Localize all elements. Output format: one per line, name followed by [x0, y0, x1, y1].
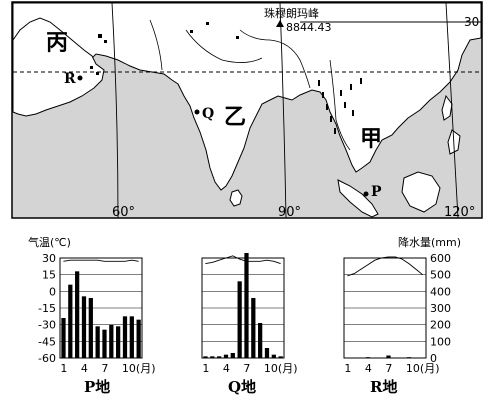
point-q-marker: [194, 109, 200, 115]
peak-name-label: 珠穆朗玛峰: [264, 6, 319, 20]
latitude-30-label: 30: [464, 15, 479, 29]
temp-tick-label: 15: [42, 269, 56, 282]
precip-tick-label: 100: [430, 335, 451, 348]
precip-tick-labels: 600 500 400 300 200 100 0: [430, 252, 451, 365]
region-label-yi: 乙: [224, 104, 246, 130]
x-tick-label: 10(月): [406, 362, 440, 375]
longitude-60-line: [111, 2, 119, 219]
precip-bar: [271, 354, 276, 358]
precip-bar: [278, 356, 283, 358]
precip-bar: [129, 316, 134, 358]
longitude-90-line: [279, 2, 287, 219]
precip-bar: [230, 353, 235, 358]
point-q-label: Q: [202, 106, 214, 122]
precip-bar: [95, 326, 100, 358]
temp-axis-title: 气温(℃): [28, 235, 71, 249]
point-p-marker: [363, 191, 369, 197]
precip-axis-title: 降水量(mm): [398, 235, 461, 249]
precip-bar: [365, 357, 371, 358]
precip-bar: [88, 298, 93, 358]
precip-tick-label: 600: [430, 252, 451, 265]
x-tick-label: 7: [385, 362, 392, 375]
temp-tick-label: 30: [42, 252, 56, 265]
river-indus: [149, 19, 163, 71]
precip-tick-label: 0: [430, 352, 437, 365]
precip-bar: [109, 324, 114, 358]
x-tick-label: 1: [60, 362, 67, 375]
x-tick-label: 10(月): [122, 362, 156, 375]
chart-q-title: Q地: [228, 378, 256, 396]
sumatra-island: [337, 179, 379, 218]
x-tick-label: 10(月): [264, 362, 298, 375]
x-tick-label: 7: [243, 362, 250, 375]
x-tick-label: 1: [344, 362, 351, 375]
temp-tick-labels: 30 15 0 -15 -30 -45 -60: [38, 252, 56, 365]
temp-tick-label: -30: [38, 319, 56, 332]
precip-bar: [244, 253, 249, 358]
longitude-120-label: 120°: [444, 205, 475, 220]
precip-bar: [264, 348, 270, 358]
x-tick-label: 4: [81, 362, 88, 375]
chart-r-temperature-line: [347, 256, 423, 277]
south-asia-map: 珠穆朗玛峰 8844.43 丙 乙 甲 R Q P 60° 90° 120° 3…: [11, 1, 483, 220]
point-r-marker: [77, 75, 83, 81]
everest-peak-icon: [276, 20, 284, 27]
longitude-90-label: 90°: [278, 205, 301, 220]
river-ganges: [185, 29, 263, 63]
precip-bar: [203, 356, 208, 358]
chart-p-temperature-line: [63, 259, 139, 262]
region-label-bing: 丙: [46, 30, 68, 56]
precip-bar: [223, 354, 229, 358]
precip-bar: [136, 319, 141, 358]
precip-bar: [251, 298, 256, 358]
precip-bar: [122, 316, 128, 358]
precip-bar: [68, 284, 73, 358]
peak-elevation-label: 8844.43: [286, 21, 332, 34]
x-tick-label: 7: [101, 362, 108, 375]
precip-bar: [61, 318, 66, 358]
point-r-label: R: [64, 71, 76, 87]
precip-bar: [75, 271, 80, 358]
precip-bar: [210, 356, 215, 358]
longitude-120-line: [445, 2, 459, 219]
chart-q: 1 4 7 10(月) Q地: [201, 253, 298, 396]
x-tick-label: 4: [365, 362, 372, 375]
x-tick-label: 1: [202, 362, 209, 375]
x-tick-label: 4: [223, 362, 230, 375]
chart-q-temperature-line: [205, 255, 281, 265]
arabian-peninsula: [12, 17, 105, 117]
sri-lanka: [229, 189, 243, 207]
longitude-60-label: 60°: [112, 205, 135, 220]
precip-tick-label: 400: [430, 285, 451, 298]
precip-bar: [217, 356, 222, 358]
chart-p: 1 4 7 10(月) P地: [59, 257, 156, 396]
borneo-island: [401, 171, 441, 213]
temp-tick-label: -45: [38, 335, 56, 348]
precip-tick-label: 500: [430, 269, 451, 282]
mountain-symbols: [90, 22, 362, 134]
chart-q-gridlines: [202, 274, 284, 342]
river-mekong: [329, 59, 351, 151]
precip-tick-label: 200: [430, 319, 451, 332]
temp-tick-label: 0: [49, 285, 56, 298]
precip-bar: [102, 329, 107, 358]
precip-bar: [406, 357, 412, 358]
precip-tick-label: 300: [430, 302, 451, 315]
region-label-jia: 甲: [360, 126, 382, 152]
precip-bar: [258, 323, 263, 358]
precip-bar: [116, 326, 121, 358]
precip-bar: [81, 296, 87, 358]
chart-r-gridlines: [344, 274, 426, 342]
chart-r-title: R地: [370, 378, 397, 396]
chart-r: 1 4 7 10(月) R地: [343, 256, 440, 396]
point-p-label: P: [371, 184, 382, 200]
temp-tick-label: -60: [38, 352, 56, 365]
precip-bar: [237, 281, 242, 358]
temp-tick-label: -15: [38, 302, 56, 315]
precip-bar: [386, 355, 391, 358]
river-brahmaputra: [239, 29, 311, 89]
chart-p-title: P地: [84, 378, 110, 396]
chart-p-gridlines: [60, 274, 142, 342]
